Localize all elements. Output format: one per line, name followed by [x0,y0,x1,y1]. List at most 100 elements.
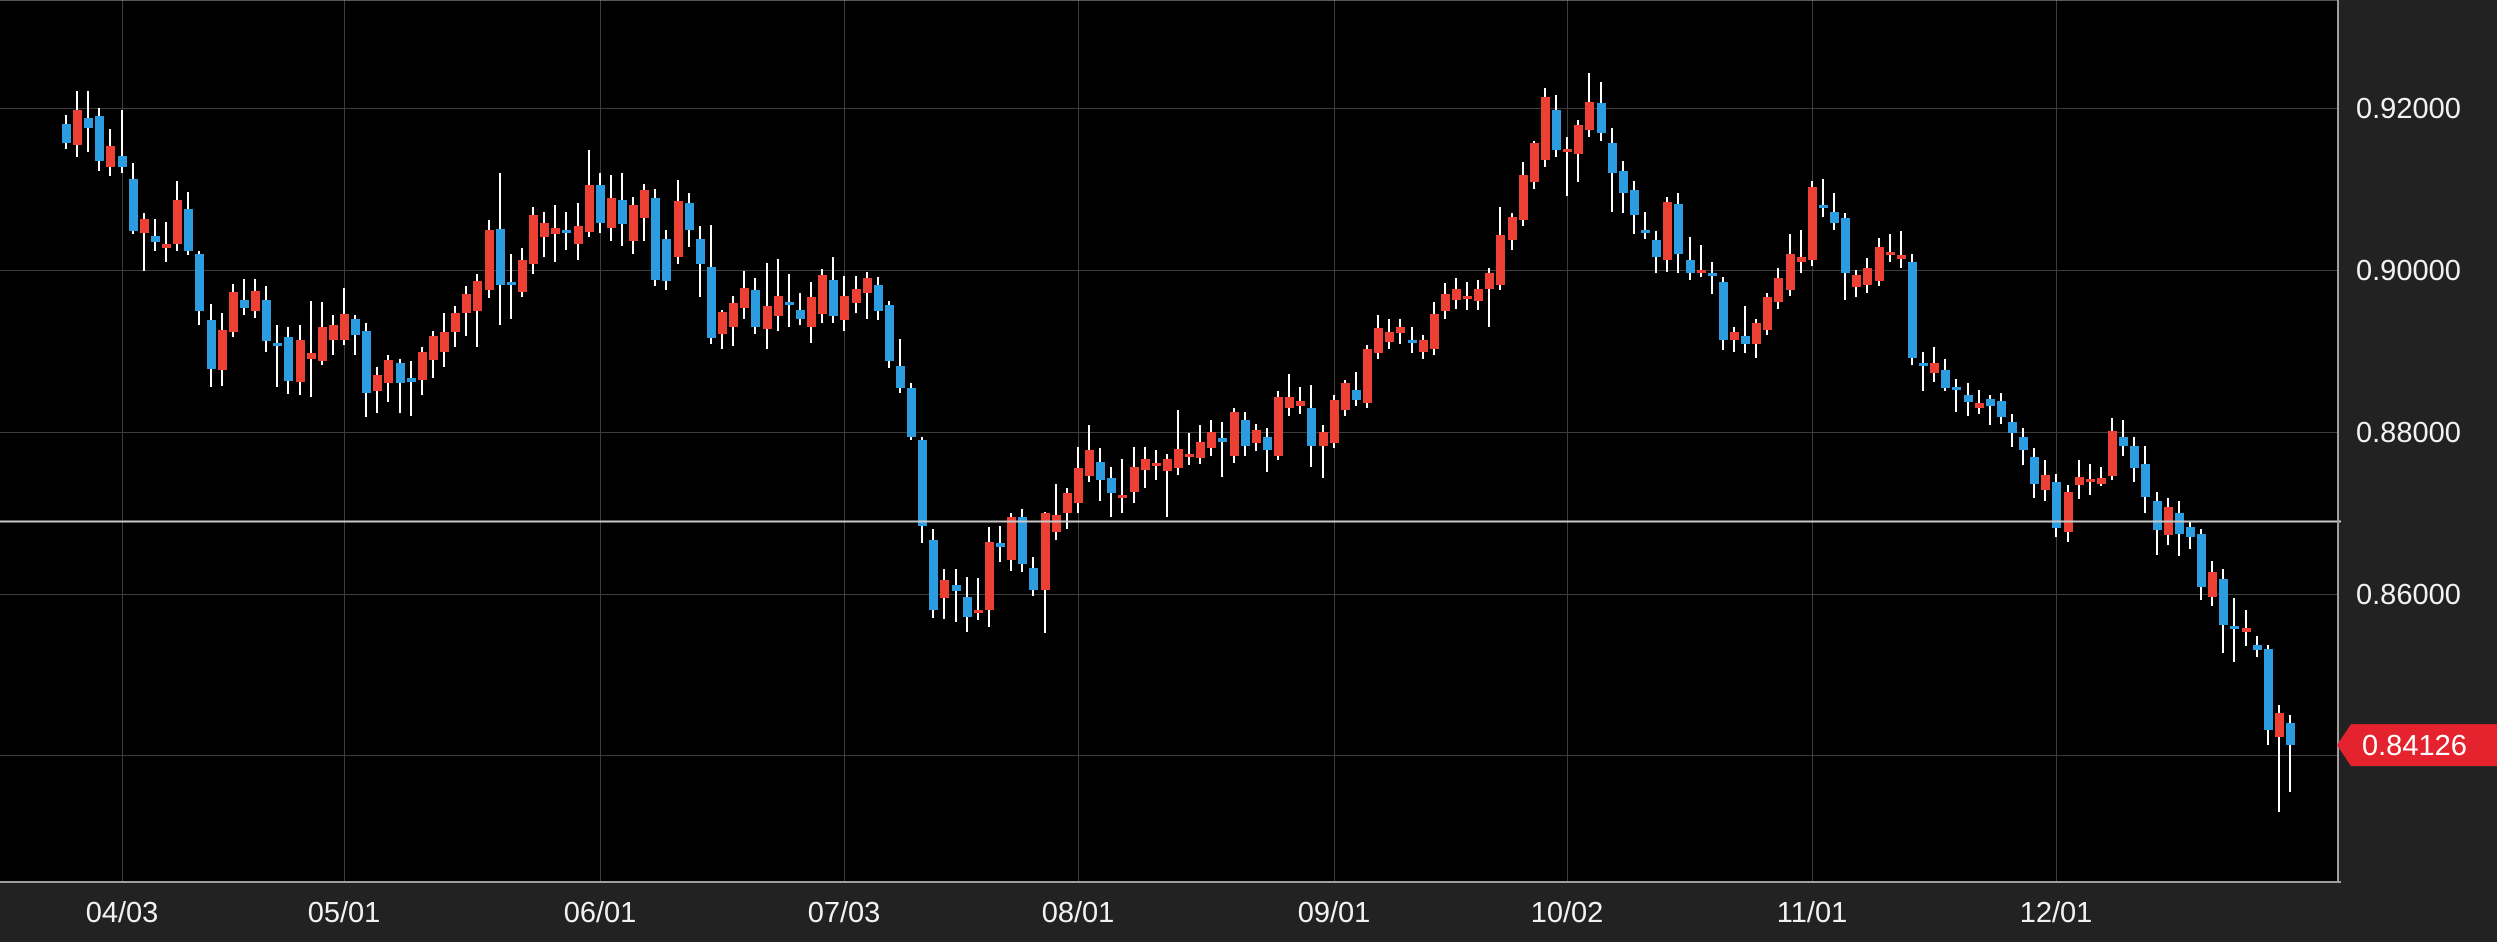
time-axis-label: 07/03 [808,897,881,929]
candle [1230,408,1239,463]
last-price-tag-label: 0.84126 [2362,730,2467,762]
candle-body [651,198,660,280]
candle-body [929,540,938,610]
time-axis[interactable]: 04/03 05/01 06/01 07/03 08/01 09/01 10/02 11/01… [86,897,2093,929]
candle-body [796,310,805,319]
candle-body [574,226,583,244]
candle-body [1919,363,1928,366]
candle [1396,319,1405,344]
candle-body [2086,479,2095,482]
candle-body [451,313,460,332]
candle-body [173,200,182,244]
candle-body [184,209,193,251]
candle-body [807,297,816,327]
time-axis-background[interactable] [0,883,2497,942]
candle-body [874,285,883,311]
price-axis[interactable]: 0.92000 0.90000 0.88000 0.86000 [2356,93,2461,611]
candle [2264,645,2273,745]
candle [273,325,282,387]
candle-body [1930,363,1939,373]
candle [1474,280,1483,310]
candle [974,578,983,620]
candle-body [740,288,749,308]
candle [73,91,82,157]
candle-body [2186,527,2195,537]
candle-body [329,325,338,340]
candle-body [251,291,260,311]
candle-body [1774,278,1783,302]
candle-body [1719,282,1728,340]
candle [1563,137,1572,196]
candle-body [1474,289,1483,301]
candle [2119,420,2128,456]
candle-body [974,610,983,613]
candle [1897,231,1906,268]
candle [1430,302,1439,355]
candle-body [1530,143,1539,182]
candle-body [963,597,972,617]
candle-body [296,340,305,382]
candle [1496,207,1505,290]
time-axis-label: 12/01 [2020,897,2093,929]
candle-body [596,185,605,223]
candle [574,203,583,260]
time-axis-label: 05/01 [308,897,381,929]
candle [863,272,872,319]
candle [1619,161,1628,213]
candle-body [1730,332,1739,340]
candle [796,293,805,325]
candle [840,276,849,331]
candle-body [1396,327,1405,333]
candle [2186,521,2195,549]
candle [2175,501,2184,556]
candle [1107,467,1116,517]
candle-body [2008,422,2017,433]
candle [2253,636,2262,657]
candle-body [1697,270,1706,273]
candle-body [2197,534,2206,587]
candle-body [1797,257,1806,262]
candle [1252,424,1261,451]
candle [1774,268,1783,309]
candle [1986,395,1995,425]
candle [852,276,861,313]
candle [2242,610,2251,646]
price-axis-background[interactable] [2337,0,2497,942]
candle-body [1074,468,1083,503]
candle [251,279,260,318]
candle [1786,234,1795,296]
price-axis-label: 0.92000 [2356,93,2461,125]
candle [218,313,227,386]
candle-body [429,336,438,360]
candle-body [1029,568,1038,590]
candle-body [1708,273,1717,276]
candle-body [1141,459,1150,470]
candle-body [1886,252,1895,255]
candle [1508,213,1517,250]
candle [1463,282,1472,310]
candle [640,184,649,241]
candle [1296,387,1305,414]
candle-body [384,360,393,383]
candle [929,529,938,618]
candle [1185,433,1194,465]
candle-body [1485,273,1494,289]
candle [1130,447,1139,503]
candle-body [1463,296,1472,299]
candle-body [2264,649,2273,730]
candle [1419,335,1428,359]
candle [751,278,760,334]
candle [329,315,338,355]
candle [1218,422,1227,477]
candle-body [1263,437,1272,450]
candle [1930,347,1939,382]
candle-body [1296,401,1305,406]
candle-body [84,118,93,128]
candle-body [1252,430,1261,443]
candle [2041,460,2050,501]
candle-body [662,239,671,281]
candle [2019,428,2028,465]
candle [785,274,794,327]
